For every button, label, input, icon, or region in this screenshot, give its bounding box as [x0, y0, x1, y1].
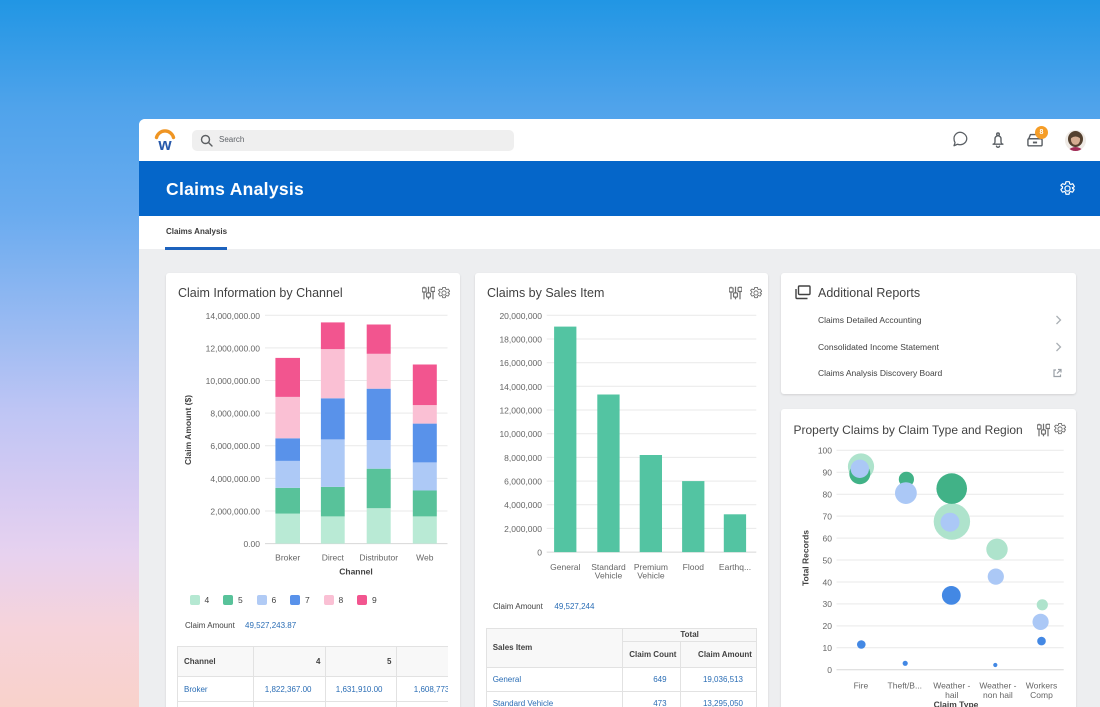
svg-text:Total Records: Total Records [801, 530, 811, 586]
svg-text:Fire: Fire [854, 681, 869, 691]
svg-text:2,000,000: 2,000,000 [504, 524, 542, 534]
svg-text:Claim Amount ($): Claim Amount ($) [183, 395, 193, 465]
svg-text:10,000,000.00: 10,000,000.00 [206, 376, 261, 386]
svg-text:18,000,000: 18,000,000 [499, 335, 542, 345]
svg-text:50: 50 [823, 555, 833, 565]
svg-text:20,000,000: 20,000,000 [499, 311, 542, 321]
svg-text:14,000,000: 14,000,000 [499, 382, 542, 392]
svg-text:16,000,000: 16,000,000 [499, 358, 542, 368]
svg-text:60: 60 [823, 533, 833, 543]
svg-text:10,000,000: 10,000,000 [499, 429, 542, 439]
svg-text:Claim Type: Claim Type [934, 700, 979, 707]
svg-text:12,000,000.00: 12,000,000.00 [206, 343, 261, 353]
svg-text:Direct: Direct [322, 553, 345, 563]
svg-text:90: 90 [823, 468, 833, 478]
svg-text:Flood: Flood [683, 562, 705, 572]
svg-text:40: 40 [823, 577, 833, 587]
svg-text:Web: Web [416, 553, 434, 563]
svg-text:w: w [157, 135, 172, 153]
svg-text:70: 70 [823, 511, 833, 521]
svg-text:Channel: Channel [339, 567, 373, 577]
svg-text:Comp: Comp [1030, 690, 1053, 700]
svg-text:20: 20 [823, 621, 833, 631]
svg-text:6,000,000: 6,000,000 [504, 477, 542, 487]
svg-text:Distributor: Distributor [359, 553, 398, 563]
svg-text:100: 100 [818, 446, 832, 456]
svg-text:Standard: Standard [591, 562, 626, 572]
svg-text:4,000,000: 4,000,000 [504, 500, 542, 510]
svg-text:14,000,000.00: 14,000,000.00 [206, 311, 261, 321]
svg-text:8,000,000.00: 8,000,000.00 [210, 409, 260, 419]
svg-text:Workers: Workers [1026, 681, 1058, 691]
svg-text:6,000,000.00: 6,000,000.00 [210, 441, 260, 451]
svg-text:Weather -: Weather - [933, 681, 970, 691]
svg-text:hail: hail [945, 690, 958, 700]
svg-text:General: General [550, 562, 580, 572]
svg-text:Vehicle: Vehicle [637, 570, 665, 580]
svg-text:10: 10 [823, 643, 833, 653]
svg-text:30: 30 [823, 599, 833, 609]
svg-text:Theft/B...: Theft/B... [888, 681, 923, 691]
svg-text:0: 0 [537, 548, 542, 558]
svg-text:2,000,000.00: 2,000,000.00 [210, 507, 260, 517]
svg-text:12,000,000: 12,000,000 [499, 406, 542, 416]
svg-text:8,000,000: 8,000,000 [504, 453, 542, 463]
svg-text:4,000,000.00: 4,000,000.00 [210, 474, 260, 484]
svg-text:Premium: Premium [634, 562, 668, 572]
svg-text:0.00: 0.00 [243, 539, 260, 549]
svg-text:non hail: non hail [983, 690, 1013, 700]
svg-text:Weather -: Weather - [979, 681, 1016, 691]
svg-text:Broker: Broker [275, 553, 300, 563]
svg-text:80: 80 [823, 490, 833, 500]
svg-text:0: 0 [827, 665, 832, 675]
svg-text:Vehicle: Vehicle [595, 570, 623, 580]
svg-text:Earthq...: Earthq... [719, 562, 751, 572]
